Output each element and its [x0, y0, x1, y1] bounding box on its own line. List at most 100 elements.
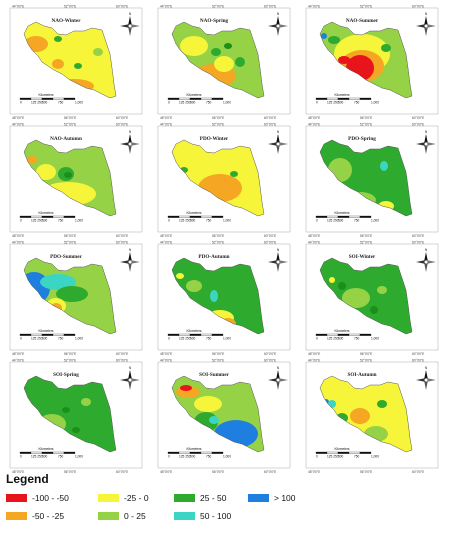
scale-tick: 0 — [168, 337, 170, 341]
map-zone — [62, 407, 70, 413]
scale-tick: 750 — [354, 219, 360, 223]
scale-bar: Kilometers 0 125 250 500 750 1,000 — [315, 211, 379, 223]
coord-label: 52°0'0"E — [212, 241, 224, 245]
panel-svg: 44°0'0"E 52°0'0"E 60°0'0"E 48°0'0"E 56°0'0"E… — [157, 123, 291, 238]
coord-label: 52°0'0"E — [212, 123, 224, 127]
legend-item: 0 - 25 — [98, 511, 146, 521]
scale-tick: 125 250 — [31, 219, 43, 223]
scale-tick: 0 — [20, 337, 22, 341]
country-outline — [23, 139, 117, 217]
map-frame — [9, 125, 143, 233]
map-zone — [192, 186, 208, 198]
coord-label: 44°0'0"E — [12, 5, 24, 9]
map-zone — [180, 385, 192, 391]
map-frame — [157, 243, 291, 351]
map-panel: 44°0'0"E 52°0'0"E 60°0'0"E 48°0'0"E 56°0'0"E… — [6, 358, 146, 476]
scale-bar: Kilometers 0 125 250 500 750 1,000 — [315, 329, 379, 341]
map-zone — [54, 79, 94, 93]
map-zone — [344, 192, 376, 208]
scale-title: Kilometers — [186, 329, 201, 333]
coord-label: 60°0'0"E — [116, 5, 128, 9]
legend-swatch — [98, 512, 119, 520]
map-zone — [321, 33, 327, 39]
scale-bar: Kilometers 0 125 250 500 750 1,000 — [19, 211, 83, 223]
map-zone — [38, 414, 66, 434]
map-zone — [328, 158, 352, 182]
map-zone — [58, 430, 62, 434]
map-zone — [381, 44, 391, 52]
coord-label: 48°0'0"E — [160, 470, 172, 474]
coord-label: 56°0'0"E — [64, 352, 76, 356]
coord-label: 60°0'0"E — [116, 234, 128, 238]
scale-tick: 125 250 — [179, 101, 191, 105]
scale-tick: 125 250 — [327, 337, 339, 341]
panel-title: SOI-Spring — [53, 372, 79, 378]
map-frame — [157, 361, 291, 469]
map-panel: 44°0'0"E 52°0'0"E 60°0'0"E 48°0'0"E 56°0'0"E… — [302, 358, 442, 476]
legend-swatch — [6, 512, 27, 520]
north-arrow-icon: N — [120, 366, 140, 390]
panel-svg: 44°0'0"E 52°0'0"E 60°0'0"E 48°0'0"E 56°0'0"E… — [9, 241, 143, 356]
map-zone — [214, 56, 234, 72]
scale-tick: 125 250 — [179, 455, 191, 459]
panel-title: NAO-Spring — [200, 18, 229, 24]
map-zone — [40, 274, 76, 290]
scale-tick: 0 — [20, 101, 22, 105]
legend-label: 0 - 25 — [124, 511, 146, 521]
panel-svg: 44°0'0"E 52°0'0"E 60°0'0"E 48°0'0"E 56°0'0"E… — [9, 123, 143, 238]
map-zone — [350, 408, 370, 424]
scale-tick: 1,000 — [75, 455, 83, 459]
country-outline — [319, 21, 413, 99]
legend-swatch — [248, 494, 269, 502]
north-arrow-icon: N — [416, 12, 436, 36]
map-zone — [380, 161, 388, 171]
north-label: N — [129, 248, 132, 252]
coord-label: 48°0'0"E — [160, 116, 172, 120]
scale-tick: 1,000 — [371, 101, 379, 105]
map-frame — [9, 7, 143, 115]
map-frame — [305, 361, 439, 469]
panel-svg: 44°0'0"E 52°0'0"E 60°0'0"E 48°0'0"E 56°0'0"E… — [157, 5, 291, 120]
map-panel: 44°0'0"E 52°0'0"E 60°0'0"E 48°0'0"E 56°0'0"E… — [154, 240, 294, 358]
scale-title: Kilometers — [334, 329, 349, 333]
scale-tick: 750 — [206, 219, 212, 223]
panel-title: SOI-Winter — [349, 254, 376, 260]
map-zone — [342, 288, 370, 308]
north-arrow-icon: N — [268, 12, 288, 36]
map-zone — [209, 416, 219, 424]
north-label: N — [277, 248, 280, 252]
scale-tick: 0 — [316, 219, 318, 223]
scale-tick: 1,000 — [371, 337, 379, 341]
scale-title: Kilometers — [38, 329, 53, 333]
coord-label: 56°0'0"E — [64, 234, 76, 238]
panel-svg: 44°0'0"E 52°0'0"E 60°0'0"E 48°0'0"E 56°0'0"E… — [9, 5, 143, 120]
map-zone — [74, 63, 82, 69]
coord-label: 44°0'0"E — [160, 241, 172, 245]
panel-title: PDO-Spring — [348, 136, 376, 142]
map-frame — [305, 7, 439, 115]
map-zone — [337, 424, 347, 432]
coord-label: 60°0'0"E — [264, 470, 276, 474]
scale-tick: 750 — [206, 101, 212, 105]
coord-label: 48°0'0"E — [12, 352, 24, 356]
scale-tick: 500 — [338, 337, 344, 341]
coord-label: 56°0'0"E — [360, 470, 372, 474]
legend-item: 25 - 50 — [174, 493, 226, 503]
north-arrow-icon: N — [416, 366, 436, 390]
scale-tick: 500 — [42, 101, 48, 105]
scale-title: Kilometers — [186, 447, 201, 451]
north-label: N — [425, 130, 428, 134]
coord-label: 44°0'0"E — [160, 359, 172, 363]
coord-label: 60°0'0"E — [412, 5, 424, 9]
country-outline — [319, 139, 413, 217]
legend-label: > 100 — [274, 493, 296, 503]
legend-swatch — [6, 494, 27, 502]
legend-label: -25 - 0 — [124, 493, 149, 503]
panel-svg: 44°0'0"E 52°0'0"E 60°0'0"E 48°0'0"E 56°0'0"E… — [305, 359, 439, 474]
coord-label: 60°0'0"E — [116, 241, 128, 245]
scale-tick: 0 — [316, 337, 318, 341]
scale-tick: 1,000 — [75, 337, 83, 341]
map-zone — [378, 201, 394, 211]
scale-tick: 0 — [168, 219, 170, 223]
map-zone — [176, 273, 184, 279]
